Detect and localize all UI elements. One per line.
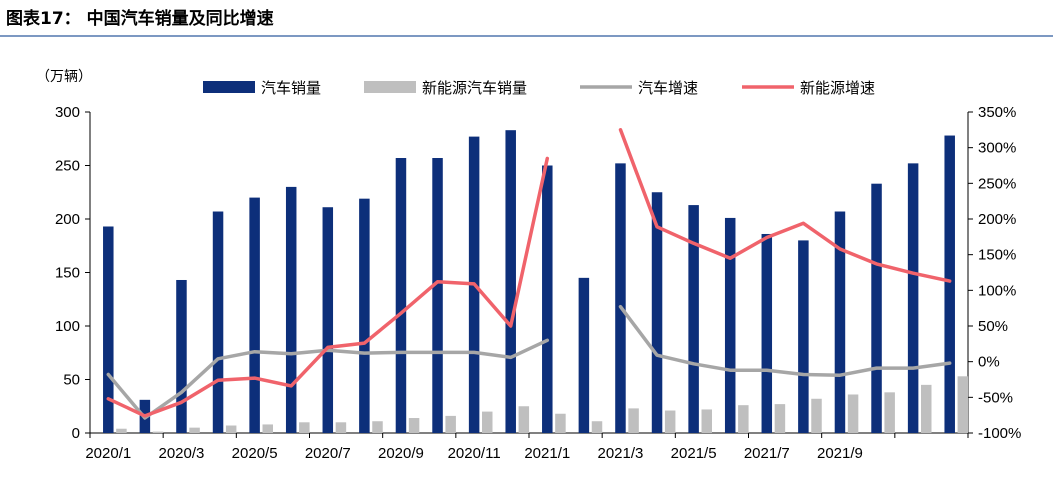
auto-sales-bar xyxy=(615,163,626,434)
left-axis-unit: （万辆） xyxy=(36,69,92,85)
x-tick-label: 2020/5 xyxy=(232,445,278,462)
auto-sales-bar xyxy=(907,163,919,434)
auto-growth-line xyxy=(618,304,952,377)
nev-sales-bar xyxy=(152,431,164,433)
tick-labels: 0 50 100 150 200 250 300 -100% -50% 0% 50% 100% 150%… xyxy=(55,104,1021,462)
x-tick-label: 2021/1 xyxy=(524,445,570,462)
auto-sales-bar xyxy=(578,277,590,433)
auto-sales-bar xyxy=(724,217,736,433)
lines xyxy=(106,128,952,420)
nev-growth-line xyxy=(618,128,952,283)
auto-sales-bar xyxy=(688,205,699,433)
auto-sales-bar xyxy=(834,211,846,433)
right-tick-label: -50% xyxy=(978,389,1013,406)
nev-sales-bar xyxy=(884,392,895,433)
nev-sales-bar xyxy=(811,398,822,433)
x-tick-label: 2021/7 xyxy=(744,445,790,462)
legend: 汽车销量 新能源汽车销量 汽车增速 新能源增速 xyxy=(203,79,875,97)
nev-sales-bar xyxy=(774,404,786,433)
nev-sales-bar xyxy=(335,422,347,433)
left-tick-label: 150 xyxy=(55,265,80,282)
auto-sales-bar xyxy=(871,183,882,433)
right-tick-label: 100% xyxy=(978,282,1016,299)
auto-sales-bar xyxy=(432,158,443,433)
x-tick-label: 2020/1 xyxy=(85,445,131,462)
x-tick-label: 2021/3 xyxy=(598,445,644,462)
right-tick-label: 0% xyxy=(978,354,1000,371)
nev-sales-bar xyxy=(957,376,969,433)
auto-growth-line xyxy=(106,338,550,420)
auto-sales-bar xyxy=(176,279,187,433)
nev-sales-bar xyxy=(482,411,493,433)
auto-sales-bar xyxy=(798,240,809,433)
right-tick-label: -100% xyxy=(978,425,1021,442)
right-tick-label: 300% xyxy=(978,140,1016,157)
nev-sales-bar xyxy=(116,428,127,433)
auto-sales-bar xyxy=(761,233,773,433)
nev-sales-bar xyxy=(518,406,530,433)
x-tick-label: 2020/7 xyxy=(305,445,351,462)
nev-sales-bar xyxy=(372,421,383,433)
nev-sales-bar xyxy=(628,408,639,433)
auto-sales-bar xyxy=(651,192,663,433)
left-tick-label: 300 xyxy=(55,104,80,121)
auto-sales-bar xyxy=(322,207,334,433)
nev-sales-bar xyxy=(664,410,676,433)
auto-sales-bar xyxy=(542,165,553,433)
legend-label-2: 汽车增速 xyxy=(638,79,698,97)
nev-sales-bar xyxy=(225,425,237,433)
right-tick-label: 150% xyxy=(978,247,1016,264)
left-tick-label: 200 xyxy=(55,211,80,228)
chart-title: 图表17： 中国汽车销量及同比增速 xyxy=(6,8,274,29)
nev-sales-bar xyxy=(262,424,273,433)
nev-sales-bar xyxy=(921,384,932,433)
left-tick-label: 250 xyxy=(55,158,80,175)
auto-sales-bar xyxy=(285,186,297,433)
legend-label-3: 新能源增速 xyxy=(800,79,875,97)
auto-sales-bar xyxy=(359,198,370,433)
auto-sales-bar xyxy=(944,135,955,434)
nev-sales-bar xyxy=(189,427,200,433)
bars xyxy=(103,130,969,434)
x-tick-label: 2020/3 xyxy=(159,445,205,462)
right-tick-label: 200% xyxy=(978,211,1016,228)
left-tick-label: 50 xyxy=(63,372,80,389)
nev-sales-bar xyxy=(445,415,456,433)
nev-sales-bar xyxy=(738,405,749,433)
legend-label-0: 汽车销量 xyxy=(261,79,321,97)
auto-sales-bar xyxy=(249,197,260,433)
x-tick-label: 2021/9 xyxy=(817,445,863,462)
nev-growth-line xyxy=(106,156,550,418)
x-tick-label: 2021/5 xyxy=(671,445,717,462)
x-tick-label: 2020/9 xyxy=(378,445,424,462)
right-tick-label: 50% xyxy=(978,318,1008,335)
legend-label-1: 新能源汽车销量 xyxy=(422,79,527,97)
auto-sales-bar xyxy=(212,211,224,433)
legend-swatch-1 xyxy=(364,81,416,93)
left-tick-label: 100 xyxy=(55,318,80,335)
auto-sales-bar xyxy=(103,226,114,433)
right-tick-label: 350% xyxy=(978,104,1016,121)
auto-sales-bar xyxy=(395,158,407,433)
nev-sales-bar xyxy=(701,409,712,433)
nev-sales-bar xyxy=(591,421,603,433)
right-tick-label: 250% xyxy=(978,175,1016,192)
legend-swatch-0 xyxy=(203,81,255,93)
nev-sales-bar xyxy=(299,422,310,433)
left-tick-label: 0 xyxy=(72,425,80,442)
nev-sales-bar xyxy=(555,413,566,433)
x-tick-label: 2020/11 xyxy=(448,445,501,462)
auto-sales-bar xyxy=(505,130,516,433)
nev-sales-bar xyxy=(847,394,859,433)
nev-sales-bar xyxy=(408,418,420,433)
